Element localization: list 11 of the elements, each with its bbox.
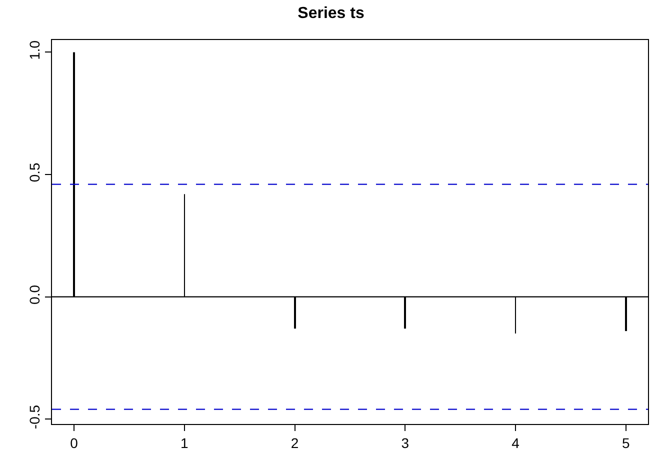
x-tick-label: 5: [622, 434, 630, 451]
x-tick-label: 0: [70, 434, 78, 451]
y-tick-label: 0.0: [26, 284, 42, 304]
x-tick-label: 1: [180, 434, 189, 451]
x-tick-label: 3: [401, 434, 410, 451]
x-tick-label: 4: [512, 434, 520, 451]
chart-title: Series ts: [298, 5, 364, 22]
x-tick-label: 2: [290, 434, 299, 451]
y-tick-label: -0.5: [26, 404, 42, 430]
y-tick-label: 0.5: [26, 162, 42, 182]
y-tick-label: 1.0: [26, 40, 42, 60]
